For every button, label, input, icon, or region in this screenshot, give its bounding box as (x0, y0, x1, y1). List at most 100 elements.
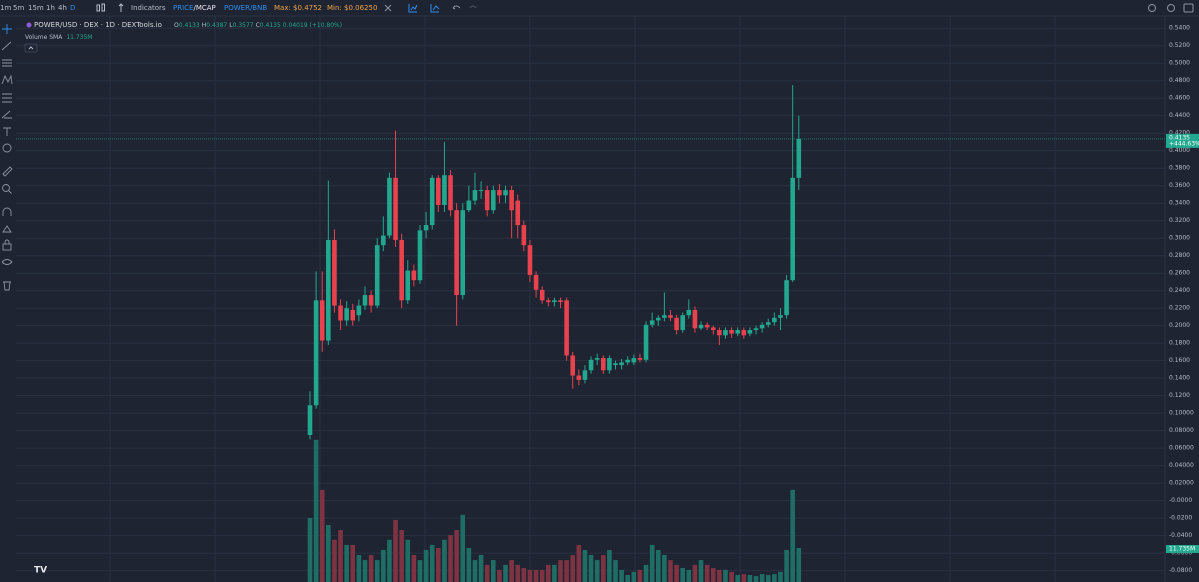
candle-body (674, 317, 679, 331)
y-tick-label: 0.4200 (1169, 130, 1190, 137)
y-tick-label: 0.3800 (1169, 165, 1190, 172)
volume-tag (1166, 545, 1199, 553)
drawing-tools[interactable] (1, 24, 13, 291)
volume-bar (735, 574, 740, 582)
volume-bar (362, 560, 368, 582)
collapse-button[interactable] (28, 46, 34, 50)
price-axis (1165, 17, 1199, 582)
volume-bar (765, 574, 771, 582)
y-tick-label: 0.2000 (1169, 322, 1190, 329)
candle-body (576, 375, 582, 380)
volume-bar (344, 544, 349, 582)
price-option[interactable]: PRICE (173, 4, 193, 12)
candle-type-icon[interactable] (96, 3, 105, 12)
indicators-icon[interactable] (118, 3, 124, 12)
candle-body (723, 330, 728, 336)
interval[interactable]: 15m (28, 4, 44, 12)
volume-bar (405, 539, 411, 582)
volume-bar (570, 555, 576, 582)
volume-bar (509, 560, 514, 582)
candles (307, 85, 802, 440)
candle-body (643, 324, 649, 360)
candle-body (655, 317, 661, 321)
candle-body (460, 210, 466, 296)
y-tick-label: 0.3600 (1169, 182, 1190, 189)
interval[interactable]: 5m (13, 4, 24, 12)
volume-bar (460, 514, 466, 582)
ohlc-value: 0.4387 (206, 22, 227, 29)
volume-bar (747, 574, 753, 582)
interval[interactable]: D (70, 4, 75, 12)
y-tick-label: 0.1400 (1169, 375, 1190, 382)
volume-bar (588, 555, 594, 582)
volume-bar (497, 569, 502, 582)
ohlc-key: C (256, 22, 260, 29)
y-tick-label: 0.08000 (1169, 427, 1194, 434)
y-tick-label: -0.0800 (1169, 567, 1192, 574)
price-mcap-toggle[interactable]: PRICE/MCAP (173, 4, 216, 12)
ohlc-value: 0.4133 (179, 22, 200, 29)
candle-body (350, 309, 356, 321)
volume-bar (484, 564, 490, 582)
y-tick-label: 0.2600 (1169, 270, 1190, 277)
candle-body (497, 190, 502, 196)
volume-bar (429, 544, 435, 582)
candle-body (539, 289, 545, 301)
volume-bar (387, 539, 392, 582)
y-tick-label: 0.4400 (1169, 112, 1190, 119)
candle-body (368, 295, 374, 306)
candle-body (552, 300, 557, 303)
volume-bar (692, 564, 698, 582)
candle-body (582, 370, 588, 380)
candle-body (454, 210, 459, 296)
mcap-option[interactable]: /MCAP (193, 4, 215, 12)
price-tag-value: 0.4135 (1169, 134, 1190, 141)
y-tick-label: 0.2200 (1169, 305, 1190, 312)
tradingview-logo[interactable]: TV (34, 566, 47, 576)
volume-bar (448, 535, 453, 582)
volume-bar (478, 555, 484, 582)
volume-bar (790, 489, 795, 582)
interval[interactable]: 1h (46, 4, 55, 12)
toolbar-icons[interactable] (384, 3, 1194, 13)
volume-bar (637, 569, 643, 582)
candle-body (759, 324, 765, 329)
y-tick-label: -0.0000 (1169, 497, 1192, 504)
candle-body (607, 358, 612, 371)
candle-body (747, 330, 753, 334)
price-axis-labels: 0.5400 0.5200 0.5000 0.4800 0.4600 0.4400 0.42… (1169, 25, 1194, 574)
collapse-frame[interactable] (24, 43, 38, 53)
indicators-button[interactable]: Indicators (131, 4, 166, 12)
y-tick-label: -0.0200 (1169, 515, 1192, 522)
candle-body (778, 315, 783, 318)
volume-bar (533, 569, 539, 582)
volume-bar (319, 489, 325, 582)
y-tick-label: 0.3000 (1169, 235, 1190, 242)
candle-body (570, 355, 576, 376)
y-tick-label: 0.5000 (1169, 60, 1190, 67)
volume-bar (600, 555, 606, 582)
pair-toggle[interactable]: POWER/BNB (224, 4, 267, 12)
interval[interactable]: 4h (58, 4, 67, 12)
volume-bar (552, 564, 557, 582)
ohlc-key: H (202, 22, 207, 29)
toolbar (0, 0, 1199, 16)
volume-bar (436, 547, 441, 582)
candle-body (381, 235, 386, 246)
candle-body (338, 305, 343, 321)
candle-body (741, 330, 747, 336)
y-tick-label: 0.06000 (1169, 445, 1194, 452)
volume-bar (582, 549, 588, 582)
volume-bar (307, 517, 313, 582)
volume-bar (655, 549, 661, 582)
interval[interactable]: 1m (0, 4, 11, 12)
volume-bar (393, 519, 398, 582)
grid (16, 27, 1165, 572)
ohlc-key: O (174, 22, 179, 29)
volume-bar (613, 560, 618, 582)
volume-bar (784, 549, 789, 582)
volume-bar (527, 569, 533, 582)
candle-body (790, 177, 795, 281)
volume-bar (368, 555, 374, 582)
